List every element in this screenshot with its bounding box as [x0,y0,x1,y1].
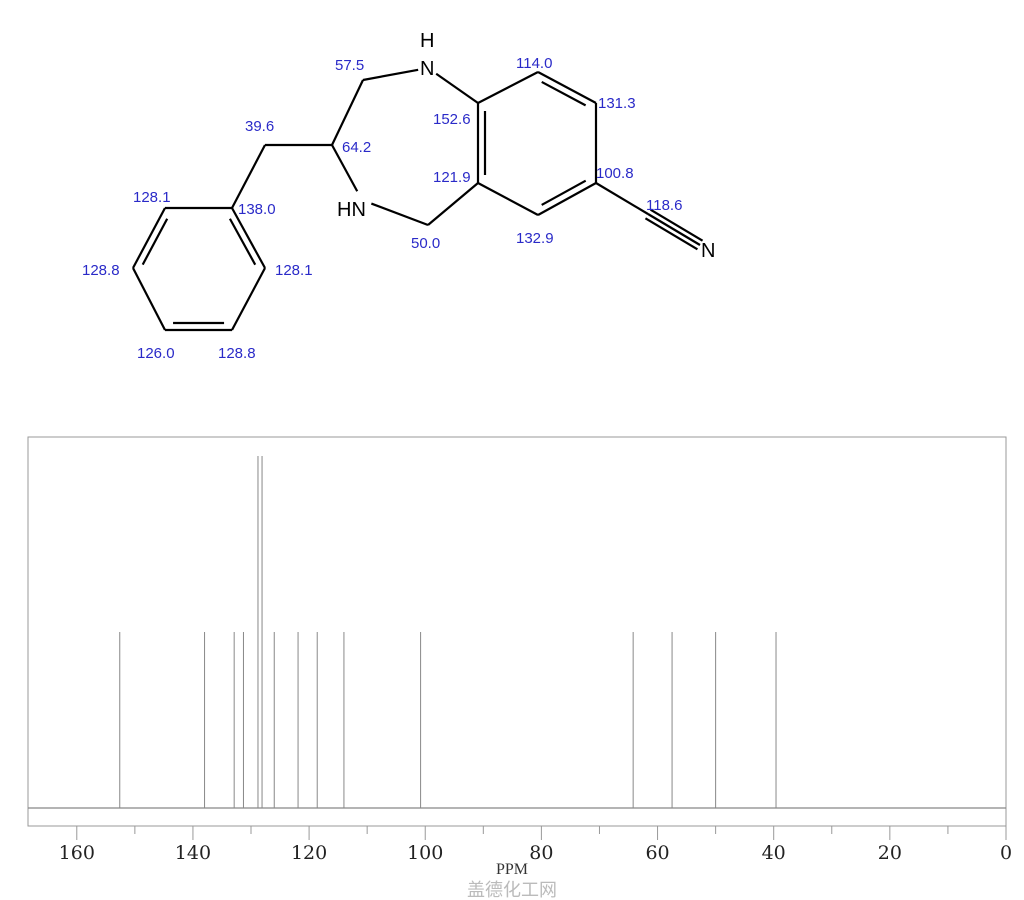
bond [231,267,266,331]
bond [362,68,419,82]
atom-n1: N [420,58,434,80]
shift-label: 121.9 [433,169,471,186]
tick-label: 160 [59,842,95,864]
watermark: 盖德化工网 [467,880,557,900]
bond [132,267,166,331]
shift-label: 57.5 [335,57,364,74]
shift-label: 39.6 [245,118,274,135]
bond [435,72,479,104]
tick-label: 40 [762,842,786,864]
triple-bond-line [644,217,699,251]
tick-label: 0 [1000,842,1012,864]
shift-label: 131.3 [598,95,636,112]
shift-label: 64.2 [342,139,371,156]
double-bond-inner [141,218,169,266]
molecule-structure: H N HN N 57.5 39.6 64.2 128.1 138.0 128.… [82,30,715,362]
shift-label: 128.8 [82,262,120,279]
atom-hn: HN [337,199,366,221]
shift-label: 126.0 [137,345,175,362]
bond [231,207,266,269]
shift-label: 118.6 [646,197,682,214]
shift-label: 114.0 [516,55,552,72]
shift-label: 128.1 [133,189,171,206]
plot-frame [27,436,1007,827]
peaks [119,456,777,808]
tick-label: 140 [175,842,211,864]
bond [331,144,359,192]
bond [370,202,429,227]
double-bond-inner [541,179,587,206]
shift-label: 132.9 [516,230,554,247]
tick-label: 60 [645,842,669,864]
shift-label: 128.8 [218,345,256,362]
shift-label: 152.6 [433,111,471,128]
bond [477,71,539,104]
double-bond-inner [228,218,257,266]
bond [427,182,479,226]
bond [477,182,539,216]
bond [132,207,166,269]
bonds [132,68,704,332]
bond [537,182,597,216]
tick-label: 20 [878,842,902,864]
x-axis-ticks [76,826,1007,840]
tick-label: 100 [407,842,443,864]
bond [331,79,364,146]
tick-label: 80 [529,842,553,864]
shift-label: 128.1 [275,262,313,279]
double-bond-inner [541,80,587,107]
shift-labels: 57.5 39.6 64.2 128.1 138.0 128.8 128.1 1… [82,55,682,362]
x-axis-tick-labels: 160 140 120 100 80 60 40 20 0 [59,842,1012,864]
spectrum-chart: 160 140 120 100 80 60 40 20 0 PPM 盖德化工网 [27,436,1012,900]
shift-label: 138.0 [238,201,276,218]
tick-label: 120 [291,842,327,864]
x-axis-label: PPM [496,861,528,878]
triple-bond-line [649,208,704,242]
atom-h: H [420,30,434,52]
triple-bond-line [647,213,701,246]
bond [595,182,649,215]
bond [231,144,266,209]
shift-label: 50.0 [411,235,440,252]
bond [537,71,597,104]
atom-nitrile-n: N [701,240,715,262]
shift-label: 100.8 [596,165,634,182]
